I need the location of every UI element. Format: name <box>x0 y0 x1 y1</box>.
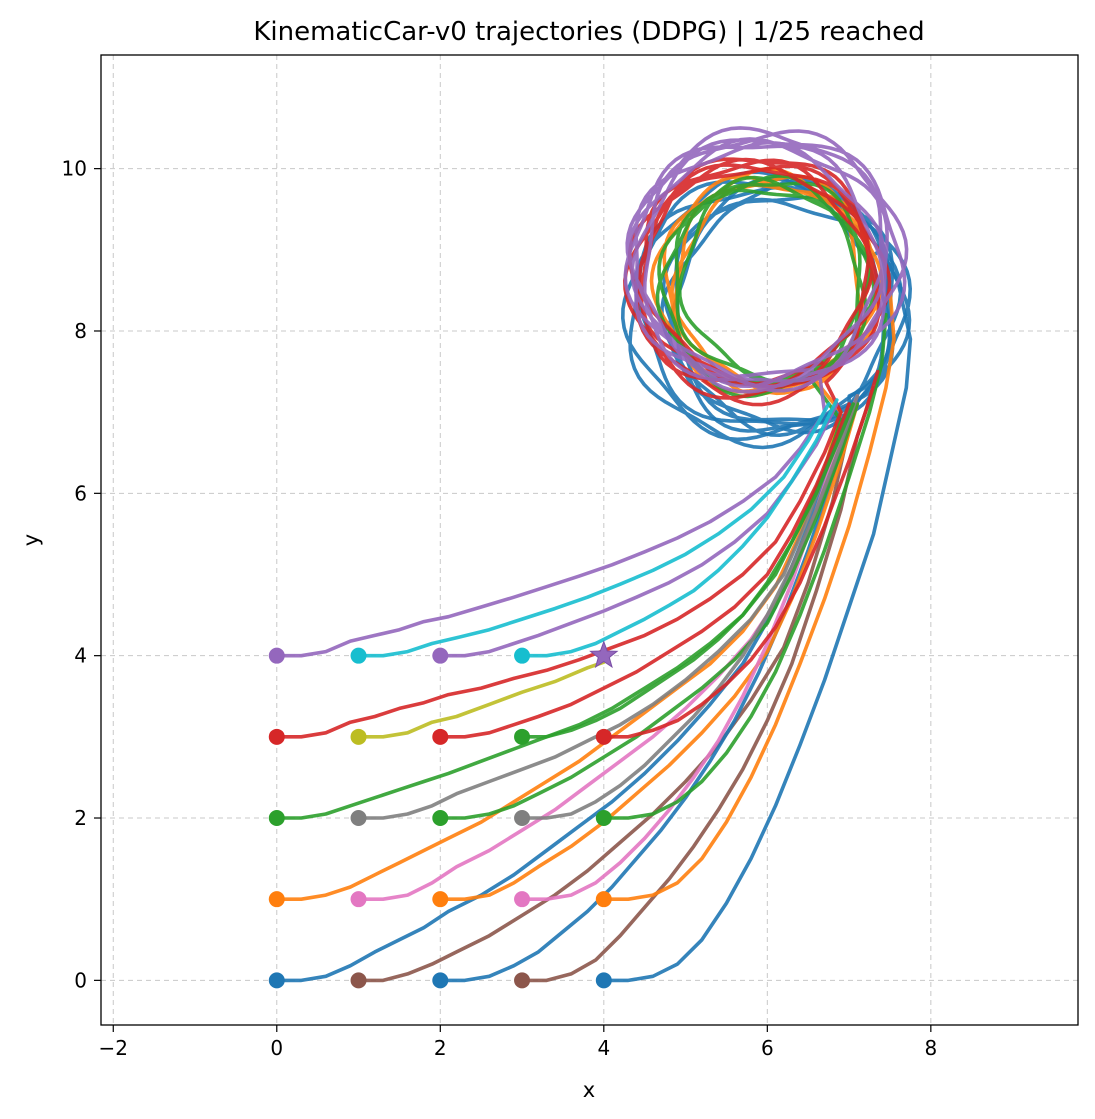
start-marker-8 <box>432 891 449 908</box>
start-marker-5 <box>595 972 612 989</box>
trajectory-line-2 <box>356 394 860 983</box>
trajectory-line-20 <box>602 369 880 739</box>
trajectory-line-19 <box>520 402 855 739</box>
start-marker-6 <box>268 891 285 908</box>
start-marker-21 <box>268 647 285 664</box>
y-tick-label: 2 <box>74 806 87 830</box>
axis-ticks: −2 0 2 4 6 8 0 2 4 6 8 10 <box>62 157 938 1060</box>
chart-title: KinematicCar-v0 trajectories (DDPG) | 1/… <box>253 17 924 47</box>
trajectory-line-24 <box>520 398 839 658</box>
x-tick-label: 4 <box>597 1036 610 1060</box>
y-tick-label: 8 <box>74 319 87 343</box>
y-tick-label: 4 <box>74 644 87 668</box>
start-marker-7 <box>350 891 367 908</box>
x-tick-label: 0 <box>270 1036 283 1060</box>
x-tick-label: 8 <box>924 1036 937 1060</box>
trajectory-line-10 <box>602 288 896 901</box>
start-marker-13 <box>432 810 449 827</box>
start-marker-18 <box>432 728 449 745</box>
start-markers <box>268 640 619 989</box>
start-marker-20 <box>595 728 612 745</box>
trajectory-line-22 <box>356 402 831 658</box>
start-marker-9 <box>514 891 531 908</box>
y-tick-label: 6 <box>74 481 87 505</box>
plot-frame <box>100 54 1079 1026</box>
goal-star-marker <box>589 640 619 669</box>
start-marker-10 <box>595 891 612 908</box>
trajectory-line-8 <box>438 402 860 901</box>
trajectory-line-17 <box>356 660 606 739</box>
start-marker-12 <box>350 810 367 827</box>
trajectory-line-4 <box>520 386 876 983</box>
start-marker-23 <box>432 647 449 664</box>
trajectory-series <box>275 126 913 983</box>
y-axis-label: y <box>19 534 43 546</box>
x-tick-label: 6 <box>761 1036 774 1060</box>
start-marker-15 <box>595 810 612 827</box>
x-tick-label: 2 <box>434 1036 447 1060</box>
start-marker-22 <box>350 647 367 664</box>
x-tick-label: −2 <box>99 1036 128 1060</box>
trajectory-line-15 <box>602 312 888 820</box>
start-marker-24 <box>514 647 531 664</box>
trajectory-line-18 <box>438 402 851 739</box>
start-marker-14 <box>514 810 531 827</box>
y-tick-label: 10 <box>62 157 87 181</box>
trajectory-line-14 <box>520 394 860 820</box>
trajectory-line-21 <box>275 126 909 658</box>
start-marker-11 <box>268 810 285 827</box>
start-marker-16 <box>268 728 285 745</box>
y-tick-label: 0 <box>74 968 87 992</box>
trajectory-line-13 <box>438 402 860 820</box>
start-marker-17 <box>350 728 367 745</box>
start-marker-2 <box>350 972 367 989</box>
start-marker-4 <box>514 972 531 989</box>
start-marker-1 <box>268 972 285 989</box>
x-axis-label: x <box>583 1078 595 1102</box>
start-marker-19 <box>514 728 531 745</box>
start-marker-3 <box>432 972 449 989</box>
